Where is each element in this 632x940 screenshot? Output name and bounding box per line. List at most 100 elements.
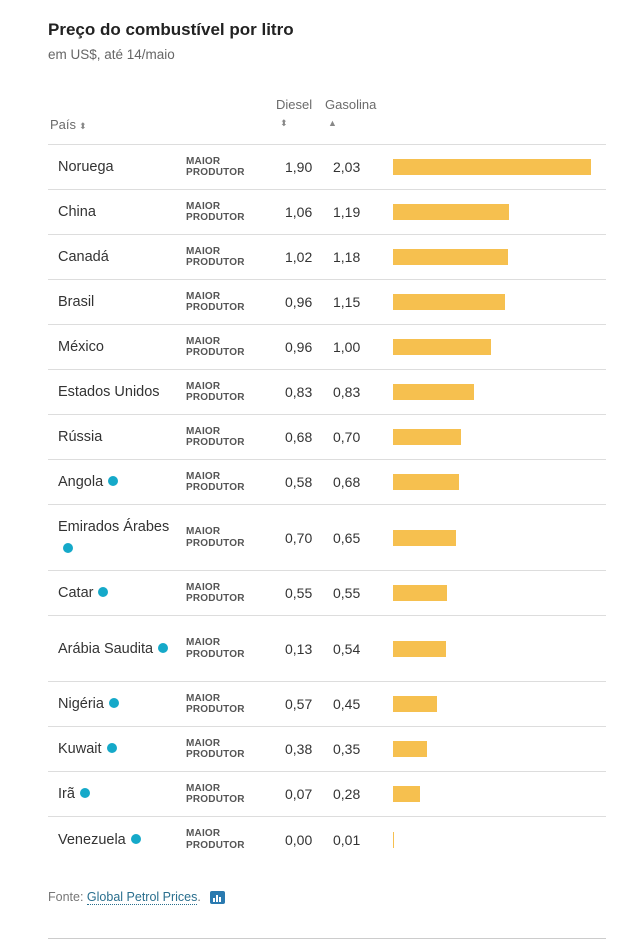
gasoline-bar bbox=[393, 696, 437, 712]
producer-badge-line: PRODUTOR bbox=[186, 794, 245, 805]
producer-badge-line: MAIOR bbox=[186, 526, 221, 537]
country-name: Estados Unidos bbox=[58, 370, 178, 414]
gasoline-value: 0,54 bbox=[333, 640, 361, 657]
column-header-country-label: País bbox=[50, 117, 77, 132]
diesel-value: 1,02 bbox=[285, 249, 313, 265]
producer-badge: MAIOR PRODUTOR bbox=[186, 571, 266, 615]
gasoline-value: 1,15 bbox=[333, 294, 361, 310]
producer-badge-line: MAIOR bbox=[186, 828, 221, 839]
producer-badge: MAIOR PRODUTOR bbox=[186, 235, 266, 279]
gasoline-bar bbox=[393, 429, 461, 445]
table-row: Irã MAIOR PRODUTOR 0,07 0,28 bbox=[48, 772, 606, 817]
sort-icon: ⬍ bbox=[79, 121, 87, 131]
diesel-value: 0,00 bbox=[285, 831, 313, 848]
producer-badge-line: PRODUTOR bbox=[186, 537, 245, 549]
producer-badge-line: PRODUTOR bbox=[186, 839, 245, 851]
table-row: Angola MAIOR PRODUTOR 0,58 0,68 bbox=[48, 460, 606, 505]
gasoline-bar bbox=[393, 294, 505, 310]
country-label: Arábia Saudita bbox=[58, 638, 169, 660]
country-name: Noruega bbox=[58, 145, 178, 189]
diesel-value: 0,38 bbox=[285, 741, 313, 757]
gasoline-bar bbox=[393, 831, 394, 848]
producer-badge: MAIOR PRODUTOR bbox=[186, 460, 266, 504]
table-row: Noruega MAIOR PRODUTOR 1,90 2,03 bbox=[48, 145, 606, 190]
producer-badge-line: PRODUTOR bbox=[186, 167, 245, 178]
producer-badge-line: MAIOR bbox=[186, 692, 221, 704]
country-name: Angola bbox=[58, 460, 178, 504]
country-label: Canadá bbox=[58, 249, 109, 265]
source-note: Fonte: Global Petrol Prices. bbox=[48, 890, 226, 905]
opec-dot-icon bbox=[130, 833, 141, 844]
producer-badge-line: PRODUTOR bbox=[186, 212, 245, 223]
country-label: Rússia bbox=[58, 429, 103, 445]
gasoline-bar bbox=[393, 339, 491, 355]
producer-badge-line: PRODUTOR bbox=[186, 257, 245, 268]
bar-chart-icon[interactable] bbox=[210, 891, 226, 905]
column-header-country[interactable]: País ⬍ bbox=[50, 117, 87, 132]
opec-dot-icon bbox=[108, 476, 119, 487]
producer-badge-line: PRODUTOR bbox=[186, 704, 245, 715]
table-row: Emirados Árabes MAIOR PRODUTOR 0,70 0,65 bbox=[48, 505, 606, 571]
producer-badge-line: PRODUTOR bbox=[186, 593, 245, 604]
gasoline-value: 0,68 bbox=[333, 474, 361, 490]
country-label: Brasil bbox=[58, 294, 95, 310]
country-name: Catar bbox=[58, 571, 178, 615]
country-label: China bbox=[58, 204, 96, 220]
country-name: Canadá bbox=[58, 235, 178, 279]
country-label: México bbox=[58, 339, 104, 355]
producer-badge-line: MAIOR bbox=[186, 581, 221, 593]
bottom-divider bbox=[48, 938, 606, 939]
opec-dot-icon bbox=[79, 788, 90, 799]
source-prefix: Fonte: bbox=[48, 890, 84, 904]
producer-badge: MAIOR PRODUTOR bbox=[186, 682, 266, 726]
gasoline-value: 2,03 bbox=[333, 159, 361, 175]
country-label: Angola bbox=[58, 471, 119, 493]
producer-badge-line: PRODUTOR bbox=[186, 347, 245, 358]
gasoline-bar bbox=[393, 529, 456, 546]
opec-dot-icon bbox=[108, 698, 119, 709]
diesel-value: 0,55 bbox=[285, 585, 313, 601]
country-name: Venezuela bbox=[58, 817, 178, 862]
producer-badge-line: PRODUTOR bbox=[186, 482, 245, 493]
table-row: Catar MAIOR PRODUTOR 0,55 0,55 bbox=[48, 571, 606, 616]
column-header-diesel[interactable]: Diesel bbox=[276, 97, 313, 112]
producer-badge: MAIOR PRODUTOR bbox=[186, 505, 266, 570]
source-suffix: . bbox=[197, 890, 201, 904]
country-name: Rússia bbox=[58, 415, 178, 459]
country-label: Kuwait bbox=[58, 738, 117, 760]
sort-icon[interactable]: ⬍ bbox=[280, 118, 288, 128]
producer-badge-line: PRODUTOR bbox=[186, 392, 245, 403]
diesel-value: 0,96 bbox=[285, 294, 313, 310]
gasoline-bar bbox=[393, 741, 427, 757]
producer-badge-line: MAIOR bbox=[186, 425, 221, 437]
opec-dot-icon bbox=[63, 542, 73, 553]
table-row: México MAIOR PRODUTOR 0,96 1,00 bbox=[48, 325, 606, 370]
producer-badge-line: MAIOR bbox=[186, 737, 221, 749]
chart-title: Preço do combustível por litro bbox=[48, 20, 294, 39]
producer-badge-line: MAIOR bbox=[186, 380, 221, 392]
gasoline-value: 0,55 bbox=[333, 585, 361, 601]
diesel-value: 0,57 bbox=[285, 696, 313, 712]
diesel-value: 0,13 bbox=[285, 640, 313, 657]
producer-badge: MAIOR PRODUTOR bbox=[186, 280, 266, 324]
source-link[interactable]: Global Petrol Prices bbox=[86, 890, 198, 905]
gasoline-value: 0,28 bbox=[333, 786, 361, 802]
sort-ascending-icon[interactable]: ▲ bbox=[328, 118, 337, 128]
table-row: Brasil MAIOR PRODUTOR 0,96 1,15 bbox=[48, 280, 606, 325]
gasoline-bar bbox=[393, 585, 447, 601]
diesel-value: 0,96 bbox=[285, 339, 313, 355]
producer-badge-line: MAIOR bbox=[186, 335, 221, 347]
country-name: China bbox=[58, 190, 178, 234]
gasoline-bar bbox=[393, 474, 459, 490]
table-row: Canadá MAIOR PRODUTOR 1,02 1,18 bbox=[48, 235, 606, 280]
diesel-value: 1,90 bbox=[285, 159, 313, 175]
country-name: Brasil bbox=[58, 280, 178, 324]
gasoline-value: 0,45 bbox=[333, 696, 361, 712]
producer-badge-line: MAIOR bbox=[186, 637, 221, 648]
table-row: Nigéria MAIOR PRODUTOR 0,57 0,45 bbox=[48, 682, 606, 727]
country-name: Arábia Saudita bbox=[58, 616, 178, 681]
column-header-gasoline[interactable]: Gasolina bbox=[325, 97, 377, 112]
producer-badge: MAIOR PRODUTOR bbox=[186, 145, 266, 189]
producer-badge: MAIOR PRODUTOR bbox=[186, 817, 266, 862]
gasoline-value: 0,70 bbox=[333, 429, 361, 445]
